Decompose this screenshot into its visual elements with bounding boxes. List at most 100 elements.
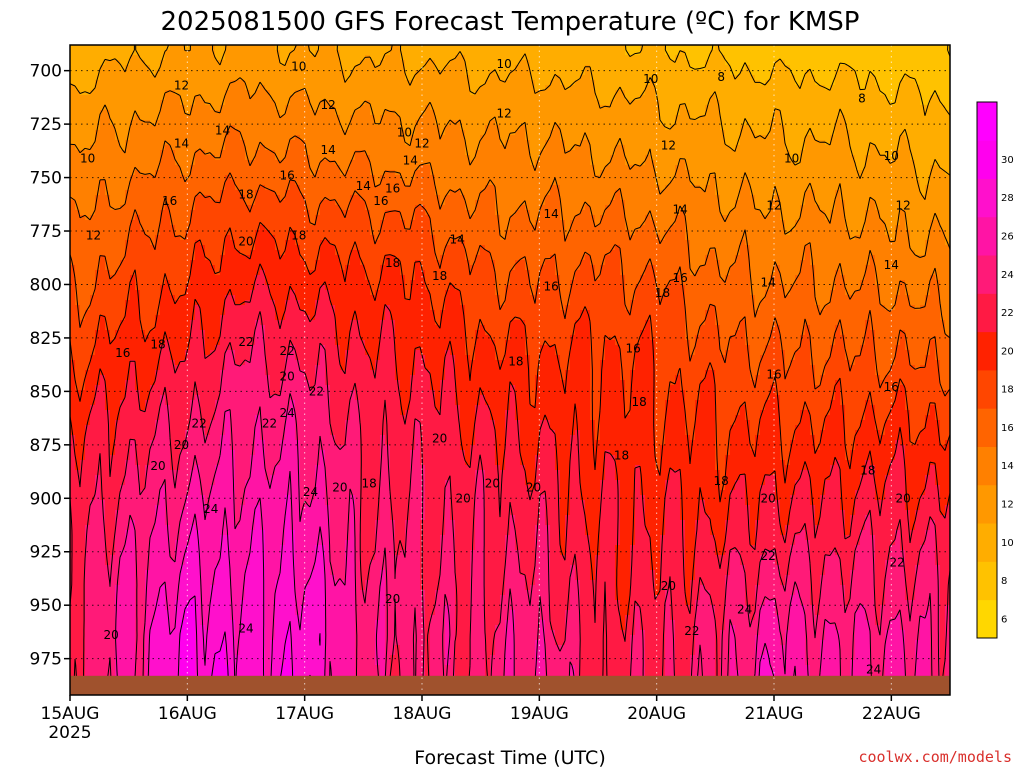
colorbar-swatch: [977, 332, 997, 371]
contour-label: 20: [174, 438, 189, 452]
colorbar-label: 16: [1001, 423, 1014, 434]
contour-label: 20: [455, 491, 470, 505]
y-tick-label: 875: [30, 436, 62, 456]
contour-label: 20: [238, 235, 253, 249]
contour-label: 10: [643, 72, 658, 86]
contour-label: 14: [672, 203, 687, 217]
contour-label: 18: [860, 464, 875, 478]
x-axis-label: Forecast Time (UTC): [414, 747, 605, 768]
contour-label: 18: [432, 269, 447, 283]
contour-label: 18: [238, 188, 253, 202]
contour-label: 14: [543, 207, 558, 221]
contour-label: 16: [766, 367, 781, 381]
colorbar-swatch: [977, 561, 997, 600]
contour-label: 18: [150, 337, 165, 351]
colorbar-swatch: [977, 600, 997, 639]
contour-label: 18: [508, 354, 523, 368]
contour-label: 12: [414, 136, 429, 150]
contour-label: 20: [103, 628, 118, 642]
colorbar-swatch: [977, 179, 997, 218]
colorbar-label: 20: [1001, 346, 1014, 357]
contour-label: 8: [717, 70, 725, 84]
colorbar-label: 6: [1001, 614, 1007, 625]
contour-label: 16: [373, 194, 388, 208]
y-tick-label: 850: [30, 382, 62, 402]
contour-label: 10: [784, 151, 799, 165]
contour-label: 18: [614, 449, 629, 463]
contour-label: 16: [162, 194, 177, 208]
colorbar-swatch: [977, 523, 997, 562]
y-tick-label: 825: [30, 329, 62, 349]
contour-label: 22: [760, 549, 775, 563]
colorbar-swatch: [977, 217, 997, 256]
contour-label: 16: [115, 346, 130, 360]
contour-label: 24: [203, 502, 218, 516]
contour-label: 24: [866, 662, 881, 676]
contour-label: 16: [279, 168, 294, 182]
contour-label: 10: [397, 126, 412, 140]
y-tick-label: 725: [30, 115, 62, 135]
contour-label: 18: [714, 474, 729, 488]
contour-label: 10: [291, 59, 306, 73]
contour-label: 18: [655, 286, 670, 300]
colorbar-label: 10: [1001, 538, 1014, 549]
contour-label: 10: [884, 149, 899, 163]
colorbar-label: 24: [1001, 270, 1014, 281]
credit-text: coolwx.com/models: [858, 748, 1012, 766]
contour-label: 24: [737, 603, 752, 617]
contour-label: 12: [895, 198, 910, 212]
contour-label: 14: [320, 143, 335, 157]
contour-label: 10: [496, 57, 511, 71]
contour-label: 20: [279, 369, 294, 383]
contour-label: 20: [760, 491, 775, 505]
contour-label: 16: [626, 342, 641, 356]
contour-label: 12: [174, 79, 189, 93]
contour-label: 22: [191, 417, 206, 431]
y-tick-label: 750: [30, 169, 62, 189]
chart-title: 2025081500 GFS Forecast Temperature (ºC)…: [161, 7, 860, 37]
y-tick-label: 800: [30, 275, 62, 295]
colorbar-label: 8: [1001, 576, 1007, 587]
colorbar-swatch: [977, 370, 997, 409]
x-axis-ticks: 15AUG 16AUG 17AUG 18AUG 19AUG 20AUG 21AUG 22AUG: [41, 695, 921, 724]
contour-label: 24: [238, 622, 253, 636]
contour-label: 8: [858, 92, 866, 106]
contour-label: 10: [80, 151, 95, 165]
contour-label: 14: [403, 154, 418, 168]
contour-label: 14: [356, 179, 371, 193]
x-tick-label: 16AUG: [158, 704, 217, 724]
contour-label: 22: [238, 335, 253, 349]
colorbar-swatch: [977, 255, 997, 294]
contour-label: 20: [385, 592, 400, 606]
y-tick-label: 700: [30, 62, 62, 82]
contour-label: 24: [279, 406, 294, 420]
colorbar-swatch: [977, 293, 997, 332]
contour-label: 20: [526, 481, 541, 495]
x-tick-label: 17AUG: [275, 704, 334, 724]
contour-label: 16: [884, 380, 899, 394]
y-tick-label: 925: [30, 543, 62, 563]
colorbar-label: 30: [1001, 155, 1014, 166]
contour-label: 22: [279, 344, 294, 358]
contour-label: 20: [661, 579, 676, 593]
contour-label: 22: [309, 384, 324, 398]
contour-label: 22: [890, 555, 905, 569]
x-tick-label: 19AUG: [510, 704, 569, 724]
contour-label: 20: [485, 476, 500, 490]
contour-label: 20: [432, 431, 447, 445]
contour-label: 16: [543, 280, 558, 294]
contour-label: 16: [385, 181, 400, 195]
contour-label: 18: [362, 476, 377, 490]
contour-label: 12: [496, 106, 511, 120]
contour-label: 14: [884, 258, 899, 272]
x-tick-label: 21AUG: [745, 704, 804, 724]
colorbar-label: 22: [1001, 308, 1014, 319]
contour-label: 12: [661, 139, 676, 153]
x-tick-label: 15AUG: [41, 704, 100, 724]
contour-label: 14: [215, 124, 230, 138]
contour-label: 16: [672, 271, 687, 285]
y-tick-label: 900: [30, 489, 62, 509]
